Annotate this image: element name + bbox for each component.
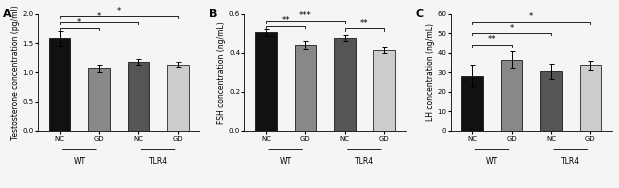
Text: TLR4: TLR4 <box>561 157 580 166</box>
Text: C: C <box>415 9 423 19</box>
Y-axis label: Testosterone concentration (pg/ml): Testosterone concentration (pg/ml) <box>11 5 20 140</box>
Text: **: ** <box>282 16 290 25</box>
Text: *: * <box>97 12 101 21</box>
Y-axis label: LH concentration (ng/mL): LH concentration (ng/mL) <box>426 23 435 121</box>
Bar <box>462 76 483 131</box>
Bar <box>88 68 110 131</box>
Bar <box>49 38 71 131</box>
Text: WT: WT <box>486 157 498 166</box>
Text: B: B <box>209 9 217 19</box>
Text: *: * <box>529 12 534 21</box>
Text: TLR4: TLR4 <box>149 157 168 166</box>
Bar <box>334 38 355 131</box>
Text: TLR4: TLR4 <box>355 157 374 166</box>
Bar <box>373 50 395 131</box>
Text: ***: *** <box>299 11 312 20</box>
Text: *: * <box>77 18 82 27</box>
Text: WT: WT <box>280 157 292 166</box>
Text: *: * <box>509 24 514 33</box>
Text: WT: WT <box>73 157 85 166</box>
Bar <box>295 45 316 131</box>
Text: **: ** <box>360 19 369 28</box>
Text: **: ** <box>488 35 496 44</box>
Bar <box>167 65 189 131</box>
Bar <box>128 62 149 131</box>
Text: A: A <box>2 9 11 19</box>
Y-axis label: FSH concentration (ng/mL): FSH concentration (ng/mL) <box>217 21 226 124</box>
Bar <box>540 71 562 131</box>
Bar <box>579 65 601 131</box>
Text: *: * <box>116 7 121 16</box>
Bar <box>255 32 277 131</box>
Bar <box>501 60 522 131</box>
